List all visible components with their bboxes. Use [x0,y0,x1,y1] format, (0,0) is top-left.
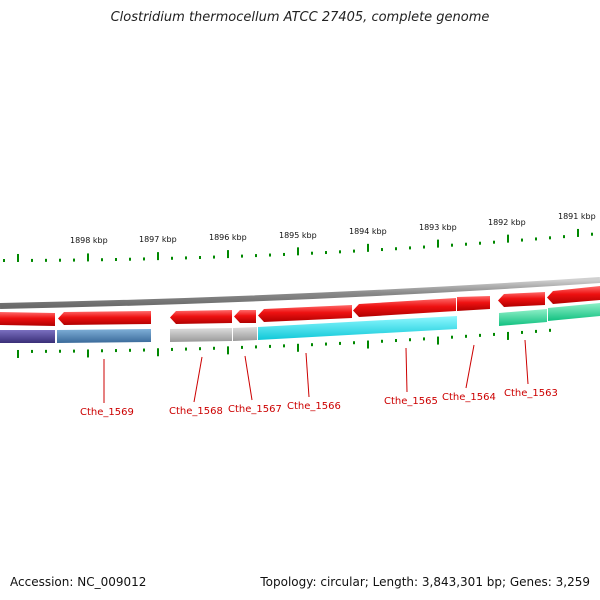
gene-leader-line [244,355,253,401]
kbp-label: 1892 kbp [488,218,526,227]
cds-arrow [498,292,545,307]
gene-block [170,328,232,342]
genome-backbone [0,277,600,309]
gene-block [57,329,151,343]
cds-track [0,286,600,326]
gene-leader-line [405,347,408,393]
kbp-label: 1893 kbp [419,223,457,232]
cds-arrow [457,296,490,311]
gene-leader-line [524,339,529,385]
gene-label-track: Cthe_1569 Cthe_1568 Cthe_1567 Cthe_1566 Cthe… [80,339,558,418]
cds-arrow [258,305,352,322]
gene-leader-line [465,344,475,389]
gene-label[interactable]: Cthe_1569 [80,407,134,418]
kbp-label: 1894 kbp [349,227,387,236]
cds-arrow [58,311,151,325]
gene-label[interactable]: Cthe_1565 [384,396,438,407]
outer-tick-track [3,228,593,262]
gene-label[interactable]: Cthe_1566 [287,401,341,412]
genome-summary-text: Topology: circular; Length: 3,843,301 bp… [260,575,590,589]
cds-arrow [170,310,232,324]
gene-block [499,309,547,326]
gene-label[interactable]: Cthe_1564 [442,392,496,403]
kbp-label: 1898 kbp [70,236,108,245]
accession-text: Accession: NC_009012 [10,575,147,589]
gene-block-track [0,303,600,343]
map-title: Clostridium thermocellum ATCC 27405, com… [110,10,490,25]
gene-block [258,316,457,340]
kbp-label: 1897 kbp [139,235,177,244]
gene-block [0,330,55,343]
gene-label[interactable]: Cthe_1567 [228,404,282,415]
gene-label[interactable]: Cthe_1568 [169,406,223,417]
cds-arrow [0,312,55,326]
kbp-label: 1895 kbp [279,231,317,240]
kbp-label: 1896 kbp [209,233,247,242]
inner-tick-track [17,328,551,358]
gene-block [233,327,257,341]
gene-leader-line [305,352,310,398]
cds-arrow [547,286,600,304]
cds-arrow [234,310,256,323]
cds-arrow [353,298,456,317]
kbp-label: 1891 kbp [558,212,596,221]
gene-leader-line [193,356,203,403]
kbp-label-track: 1898 kbp 1897 kbp 1896 kbp 1895 kbp 1894 kbp… [70,212,596,245]
gene-label[interactable]: Cthe_1563 [504,388,558,399]
gene-block [548,303,600,321]
